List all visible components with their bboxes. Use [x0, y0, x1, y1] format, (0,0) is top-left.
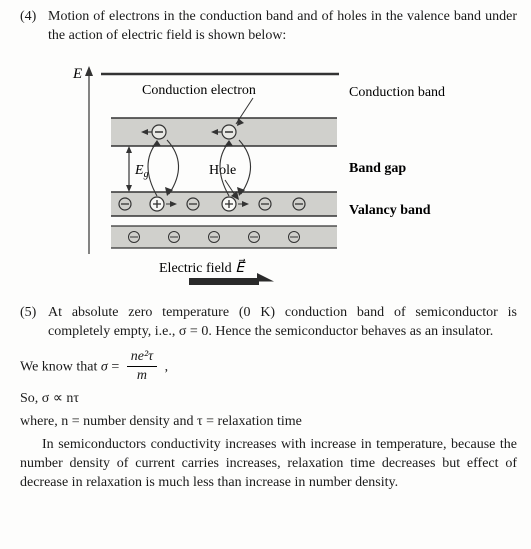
where-line: where, n = number density and τ = relaxa… [20, 413, 517, 432]
formula-intro: We know that [20, 359, 101, 374]
item-5-number: (5) [20, 304, 48, 342]
label-band-gap: Band gap [349, 161, 406, 176]
fraction-denominator: m [127, 367, 157, 386]
label-valency-band: Valancy band [349, 203, 431, 218]
final-paragraph: In semiconductors conductivity increases… [20, 436, 517, 493]
sigma-symbol: σ [101, 359, 108, 374]
label-electric-field: Electric field E⃗ [159, 258, 246, 276]
item-4-text: Motion of electrons in the conduction ba… [48, 8, 517, 46]
item-4-number: (4) [20, 8, 48, 46]
axis-label-E: E [72, 66, 82, 82]
item-4: (4) Motion of electrons in the conductio… [20, 8, 517, 46]
fraction-numerator: ne²τ [127, 348, 157, 368]
comma: , [165, 359, 169, 374]
so-line: So, σ ∝ nτ [20, 390, 517, 409]
svg-text:Eg: Eg [134, 163, 149, 180]
item-5: (5) At absolute zero temperature (0 K) c… [20, 304, 517, 342]
semiconductor-band-diagram: E Eg Hole [39, 54, 499, 294]
label-hole: Hole [209, 163, 236, 178]
label-conduction-electron: Conduction electron [142, 83, 256, 98]
formula-sigma: We know that σ = ne²τ m , [20, 348, 517, 387]
item-5-text: At absolute zero temperature (0 K) condu… [48, 304, 517, 342]
label-conduction-band: Conduction band [349, 85, 445, 100]
fraction: ne²τ m [127, 348, 157, 387]
equals: = [111, 359, 122, 374]
